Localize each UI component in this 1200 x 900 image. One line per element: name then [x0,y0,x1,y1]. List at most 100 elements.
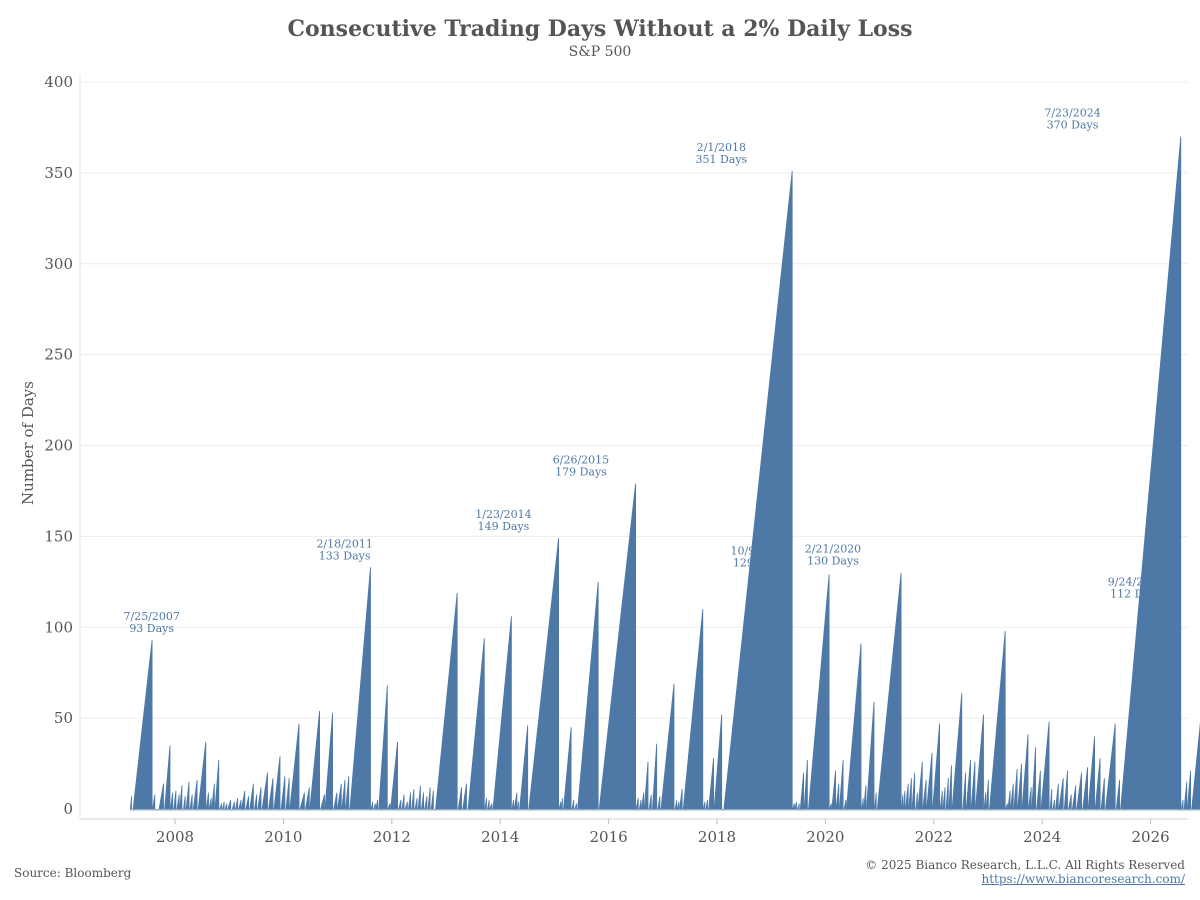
streak-area [945,778,949,809]
streak-area [370,801,374,809]
streak-area [179,785,183,809]
streak-area [519,725,529,809]
streak-area [408,792,411,809]
streak-area [983,792,987,809]
source-note: Source: Bloomberg [14,866,132,880]
streak-area [660,683,675,809]
copyright-text: © 2025 Bianco Research, L.L.C. All Right… [865,858,1185,872]
streak-area [917,761,923,809]
streak-area [349,567,371,809]
baseline-band [130,809,1200,811]
streak-area [839,759,844,809]
streak-area [1028,787,1032,809]
peak-days-label: 130 Days [807,555,859,568]
streak-area [1031,747,1036,809]
streak-area [1007,790,1011,809]
peak-date-label: 2/18/2011 [316,537,372,550]
streak-area [484,798,487,809]
streak-area [911,772,916,809]
streak-area [176,794,180,809]
website-link[interactable]: https://www.biancoresearch.com/ [981,872,1185,886]
streak-area [427,787,431,809]
streak-area [948,765,952,809]
peak-date-label: 7/25/2007 [123,610,179,623]
streak-area [1058,778,1064,809]
y-tick-label: 350 [44,164,73,182]
streak-area [192,779,198,809]
streak-area [235,798,239,809]
streak-area [902,790,906,809]
streak-area [574,803,577,809]
streak-area [702,801,706,809]
streak-area [674,799,678,809]
streak-area [970,761,976,809]
streak-area [1100,778,1105,809]
streak-area [411,789,415,809]
streak-area [528,538,559,809]
peak-date-label: 7/23/2024 [1044,107,1100,120]
streak-area [517,801,519,809]
streak-area [676,801,680,809]
streak-area [1094,758,1101,809]
footer-credits: © 2025 Bianco Research, L.L.C. All Right… [865,858,1185,886]
y-axis-label: Number of Days [19,381,37,505]
streak-area [130,796,132,809]
streak-area [222,801,225,809]
streak-area [861,798,864,809]
streak-area [227,799,232,809]
streak-area [373,803,376,809]
y-tick-label: 50 [54,709,73,727]
streak-area [682,609,704,809]
streak-area [513,792,518,809]
streak-area [489,803,493,809]
data-series [130,136,1200,811]
peak-days-label: 149 Days [478,520,530,533]
streak-area [1017,763,1022,809]
streak-area [390,741,398,809]
streak-area [1005,803,1008,809]
streak-area [1055,783,1059,809]
streak-area [641,792,645,809]
streak-area [560,798,563,809]
streak-area [341,779,346,809]
streak-area [679,789,683,809]
streak-area [417,785,421,809]
streak-area [1181,799,1184,809]
streak-area [803,759,808,809]
streak-area [462,783,467,809]
peak-days-label: 133 Days [319,549,371,562]
streak-area [205,792,209,809]
streak-area [1183,781,1188,809]
x-tick-label: 2022 [915,828,953,846]
streak-area [257,787,262,809]
streak-area [457,787,462,809]
streak-area [378,685,388,809]
streak-area [1105,723,1116,809]
peak-date-label: 2/1/2018 [697,141,746,154]
streak-area [152,794,156,809]
streak-area [238,799,242,809]
streak-area [831,770,836,809]
streak-area [183,796,186,809]
chart-title: Consecutive Trading Days Without a 2% Da… [287,16,913,42]
chart-subtitle: S&P 500 [568,44,632,60]
x-tick-label: 2012 [373,828,411,846]
streak-area [345,776,350,809]
streak-area [241,790,246,809]
streak-area [387,803,391,809]
streak-area [1115,779,1120,809]
streak-area [932,723,940,809]
streak-area [173,790,177,809]
streak-area [404,801,408,809]
streak-area [299,792,305,809]
x-tick-label: 2010 [264,828,302,846]
streak-area [1010,783,1014,809]
peak-days-label: 351 Days [695,153,747,166]
streak-area [249,783,254,809]
peak-date-label: 1/23/2014 [475,508,531,521]
streak-area [1021,734,1029,809]
streak-area [245,796,249,809]
streak-area [375,799,378,809]
streak-area [874,792,877,809]
